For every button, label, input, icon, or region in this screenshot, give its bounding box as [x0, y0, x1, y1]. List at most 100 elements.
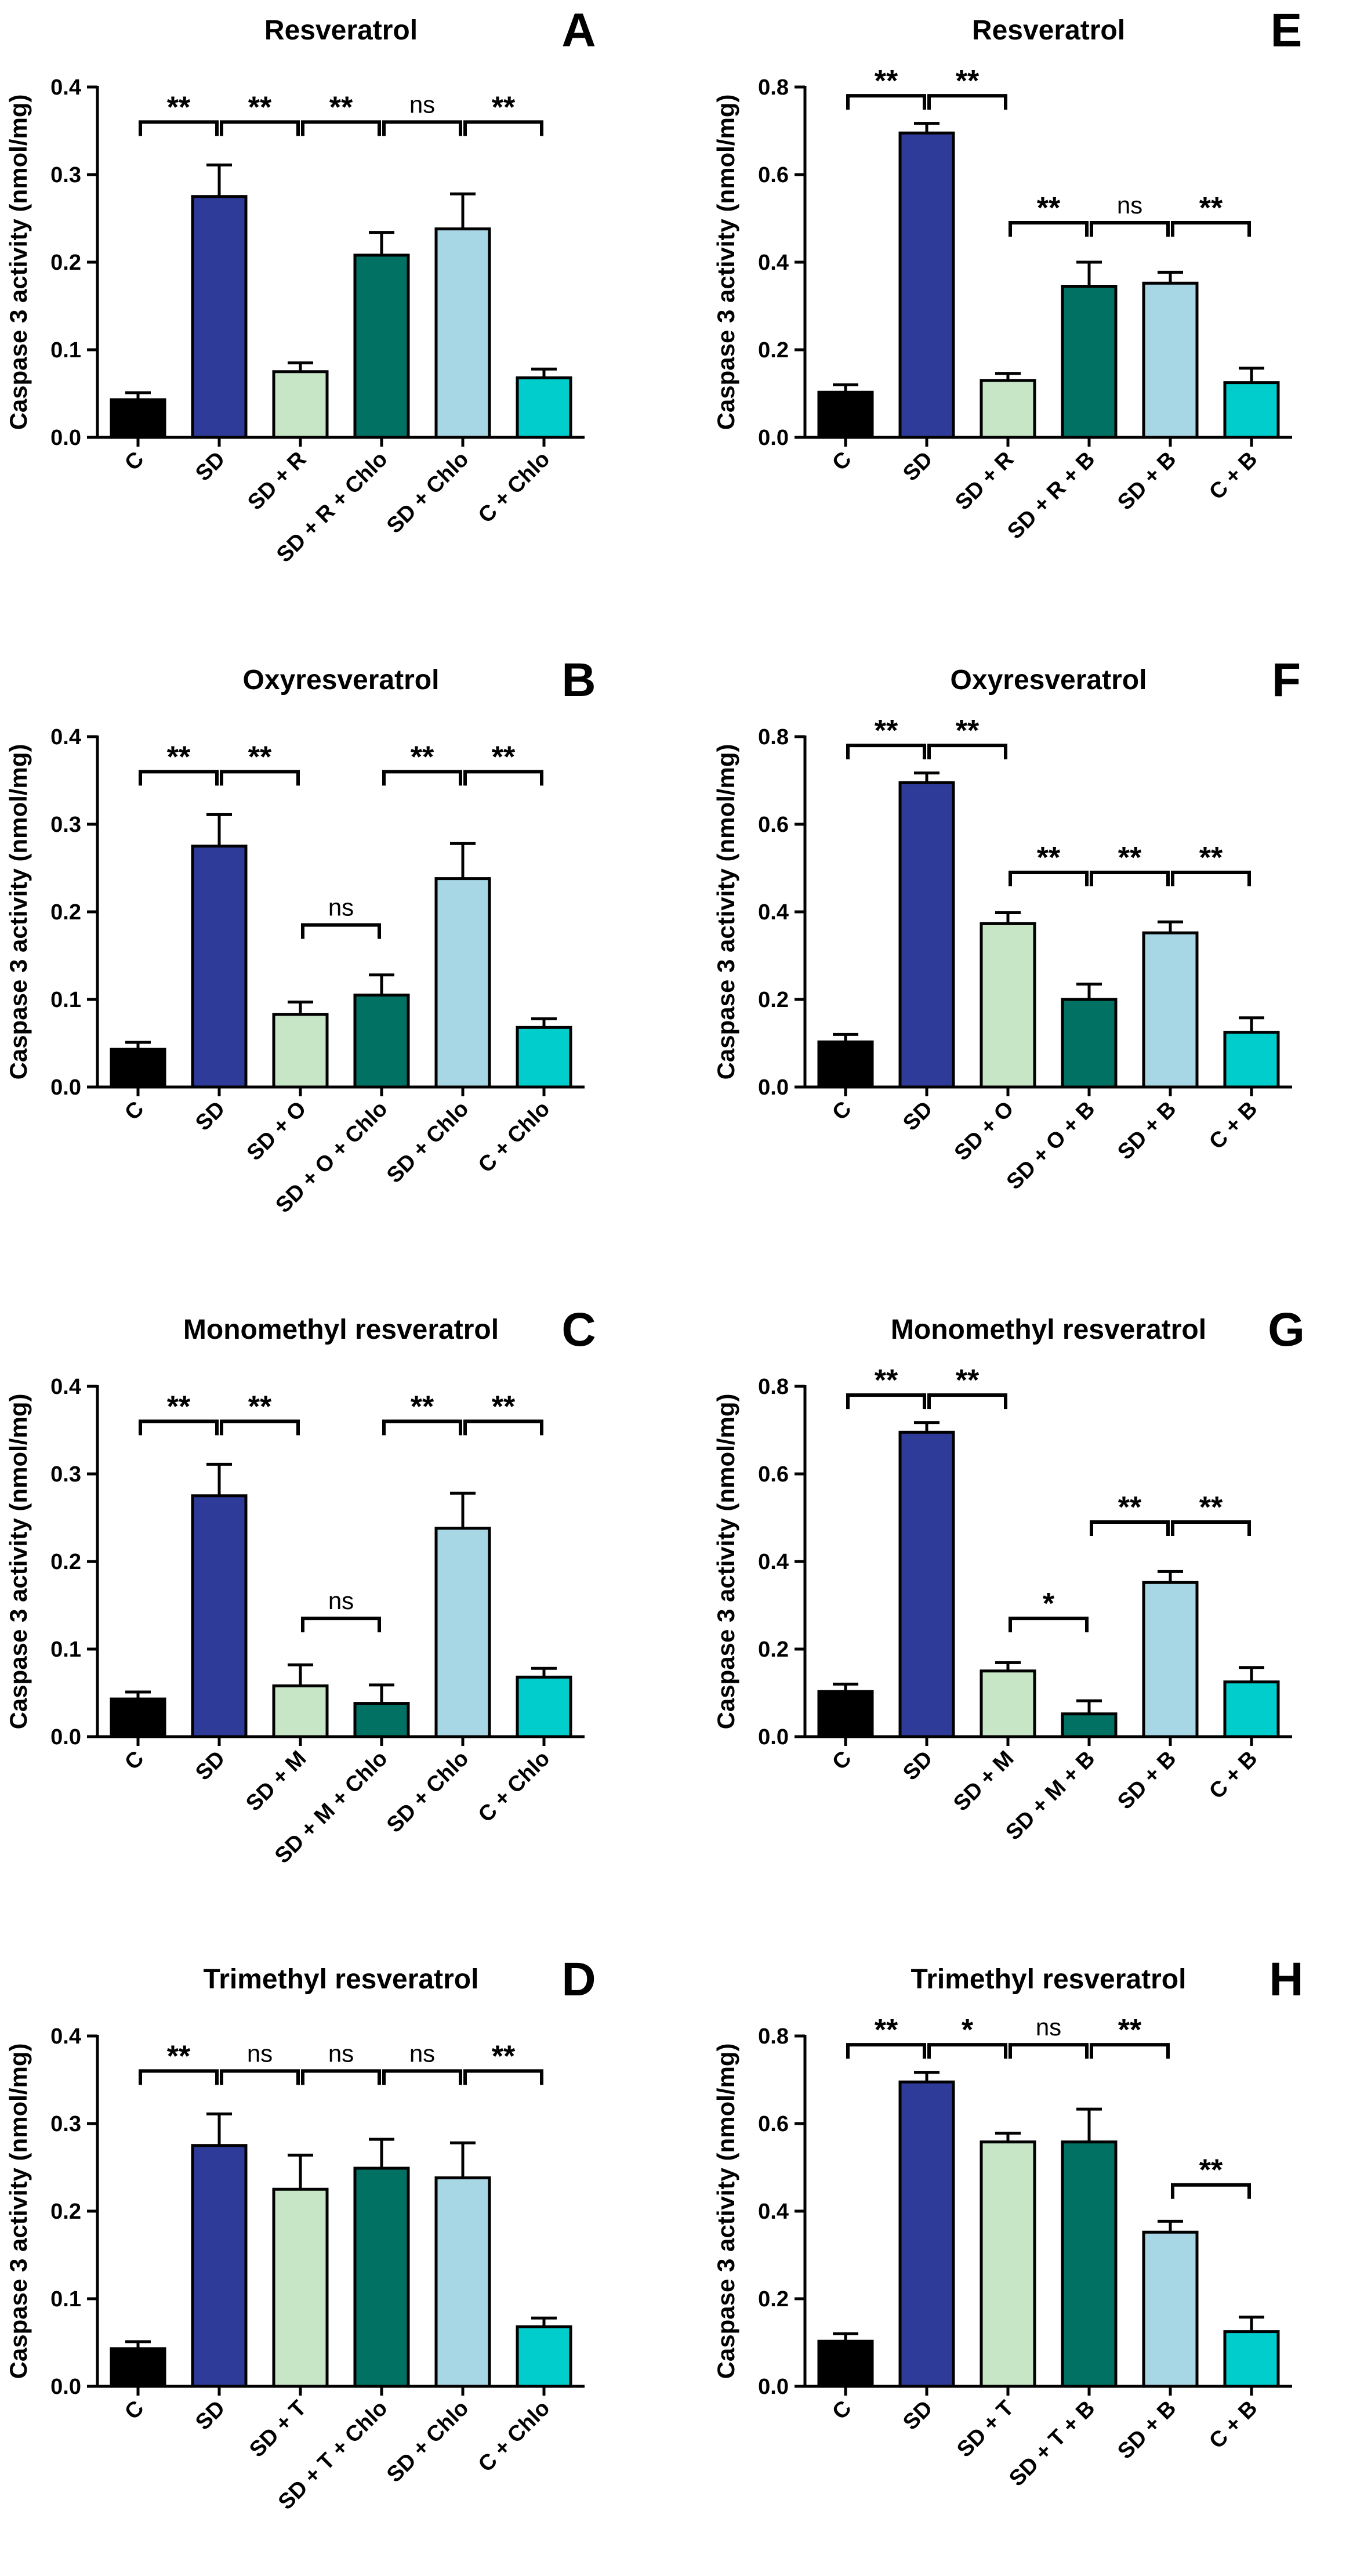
category-label: C + Chlo [474, 2396, 554, 2477]
category-label: SD [191, 1097, 230, 1136]
significance-label: ** [1199, 1491, 1223, 1524]
bar [434, 1527, 491, 1738]
panel-letter: A [561, 4, 596, 57]
category-label: SD [898, 1097, 937, 1136]
y-tick-label: 0.2 [50, 2200, 81, 2224]
bar [516, 376, 572, 439]
category-label: SD + T + B [1004, 2396, 1100, 2491]
significance-label: ** [167, 2039, 191, 2073]
significance-label: ** [1199, 841, 1223, 875]
y-tick-label: 0.4 [50, 2024, 81, 2049]
y-tick-label: 0.1 [50, 988, 81, 1012]
significance-bracket [220, 2069, 300, 2085]
y-tick-label: 0.2 [758, 1637, 789, 1662]
significance-label: ** [329, 90, 353, 124]
bar [1142, 281, 1199, 439]
panel-letter: G [1268, 1303, 1305, 1356]
bar [353, 1702, 410, 1738]
bar [353, 993, 410, 1089]
significance-bracket [1171, 221, 1251, 237]
significance-label: ** [1118, 1491, 1142, 1524]
panel-f: Oxyresveratrol F Caspase 3 activity (nmol/… [712, 654, 1301, 1194]
significance-bracket [220, 770, 300, 786]
y-tick-label: 0.8 [758, 1375, 789, 1399]
panel-title: Resveratrol [264, 15, 418, 46]
bar [1142, 1581, 1199, 1738]
significance-label: ** [956, 64, 980, 98]
y-axis-label: Caspase 3 activity (nmol/mg) [712, 1394, 739, 1730]
category-label: SD [191, 2396, 230, 2435]
bar [516, 2325, 572, 2388]
category-label: C [120, 1747, 148, 1775]
significance-bracket [139, 770, 219, 786]
significance-bracket [139, 2069, 219, 2085]
bar [1223, 1680, 1280, 1738]
y-tick-label: 0.3 [50, 2112, 81, 2136]
category-label: SD + B [1113, 447, 1181, 515]
bar [898, 2080, 955, 2388]
significance-bracket [846, 2043, 926, 2059]
significance-label: ** [411, 740, 434, 774]
significance-bracket [463, 1419, 543, 1436]
category-label: SD + M [241, 1747, 311, 1816]
significance-label: ns [247, 2039, 273, 2067]
category-label: SD + Chlo [382, 1097, 473, 1188]
significance-bracket [220, 1419, 300, 1436]
bar [434, 227, 491, 439]
bar [110, 1048, 166, 1089]
significance-bracket [1171, 2183, 1251, 2199]
panel-title: Resveratrol [972, 15, 1125, 46]
significance-label: ** [248, 90, 272, 124]
y-axis-label: Caspase 3 activity (nmol/mg) [712, 744, 739, 1080]
y-tick-label: 0.2 [758, 988, 789, 1012]
category-label: C [120, 1097, 148, 1125]
significance-bracket [846, 744, 926, 760]
significance-label: ** [875, 714, 898, 748]
significance-label: ** [875, 2013, 898, 2047]
bar [516, 1026, 572, 1089]
significance-label: ** [875, 1364, 898, 1397]
bar [272, 1013, 329, 1089]
significance-bracket [846, 94, 926, 110]
significance-bracket [463, 120, 543, 136]
y-tick-label: 0.2 [50, 251, 81, 275]
bar [898, 131, 955, 439]
bar [817, 390, 874, 439]
category-label: C [120, 2396, 148, 2425]
significance-bracket [927, 94, 1007, 110]
y-tick-label: 0.3 [50, 813, 81, 837]
y-tick-label: 0.8 [758, 2024, 789, 2049]
bar [980, 2140, 1036, 2388]
panel-title: Oxyresveratrol [243, 665, 440, 695]
significance-label: ** [492, 740, 516, 774]
y-tick-label: 0.4 [50, 75, 81, 100]
y-tick-label: 0.4 [758, 900, 789, 925]
bar [110, 2347, 166, 2388]
y-tick-label: 0.4 [50, 1375, 81, 1399]
significance-bracket [139, 1419, 219, 1436]
significance-label: ** [411, 1390, 434, 1423]
y-tick-label: 0.2 [758, 338, 789, 363]
bar [898, 781, 955, 1089]
y-axis-label: Caspase 3 activity (nmol/mg) [5, 95, 32, 430]
y-tick-label: 0.8 [758, 725, 789, 749]
significance-label: ** [1199, 2154, 1223, 2187]
category-label: C [828, 1747, 856, 1775]
significance-bracket [463, 2069, 543, 2085]
bar [1223, 1031, 1280, 1089]
y-tick-label: 0.0 [50, 426, 81, 450]
bar [898, 1430, 955, 1738]
category-label: SD + O [950, 1097, 1019, 1166]
significance-label: ** [956, 1364, 980, 1397]
category-label: C + Chlo [474, 1747, 554, 1827]
y-tick-label: 0.0 [50, 2375, 81, 2399]
category-label: SD + R + B [1003, 447, 1100, 544]
significance-bracket [927, 744, 1007, 760]
bar [1061, 285, 1118, 439]
panel-title: Trimethyl resveratrol [204, 1964, 479, 1995]
significance-bracket [1171, 1520, 1251, 1537]
bar [272, 370, 329, 439]
panel-title: Monomethyl resveratrol [891, 1314, 1206, 1345]
panel-letter: C [561, 1303, 596, 1356]
significance-bracket [1090, 221, 1170, 237]
